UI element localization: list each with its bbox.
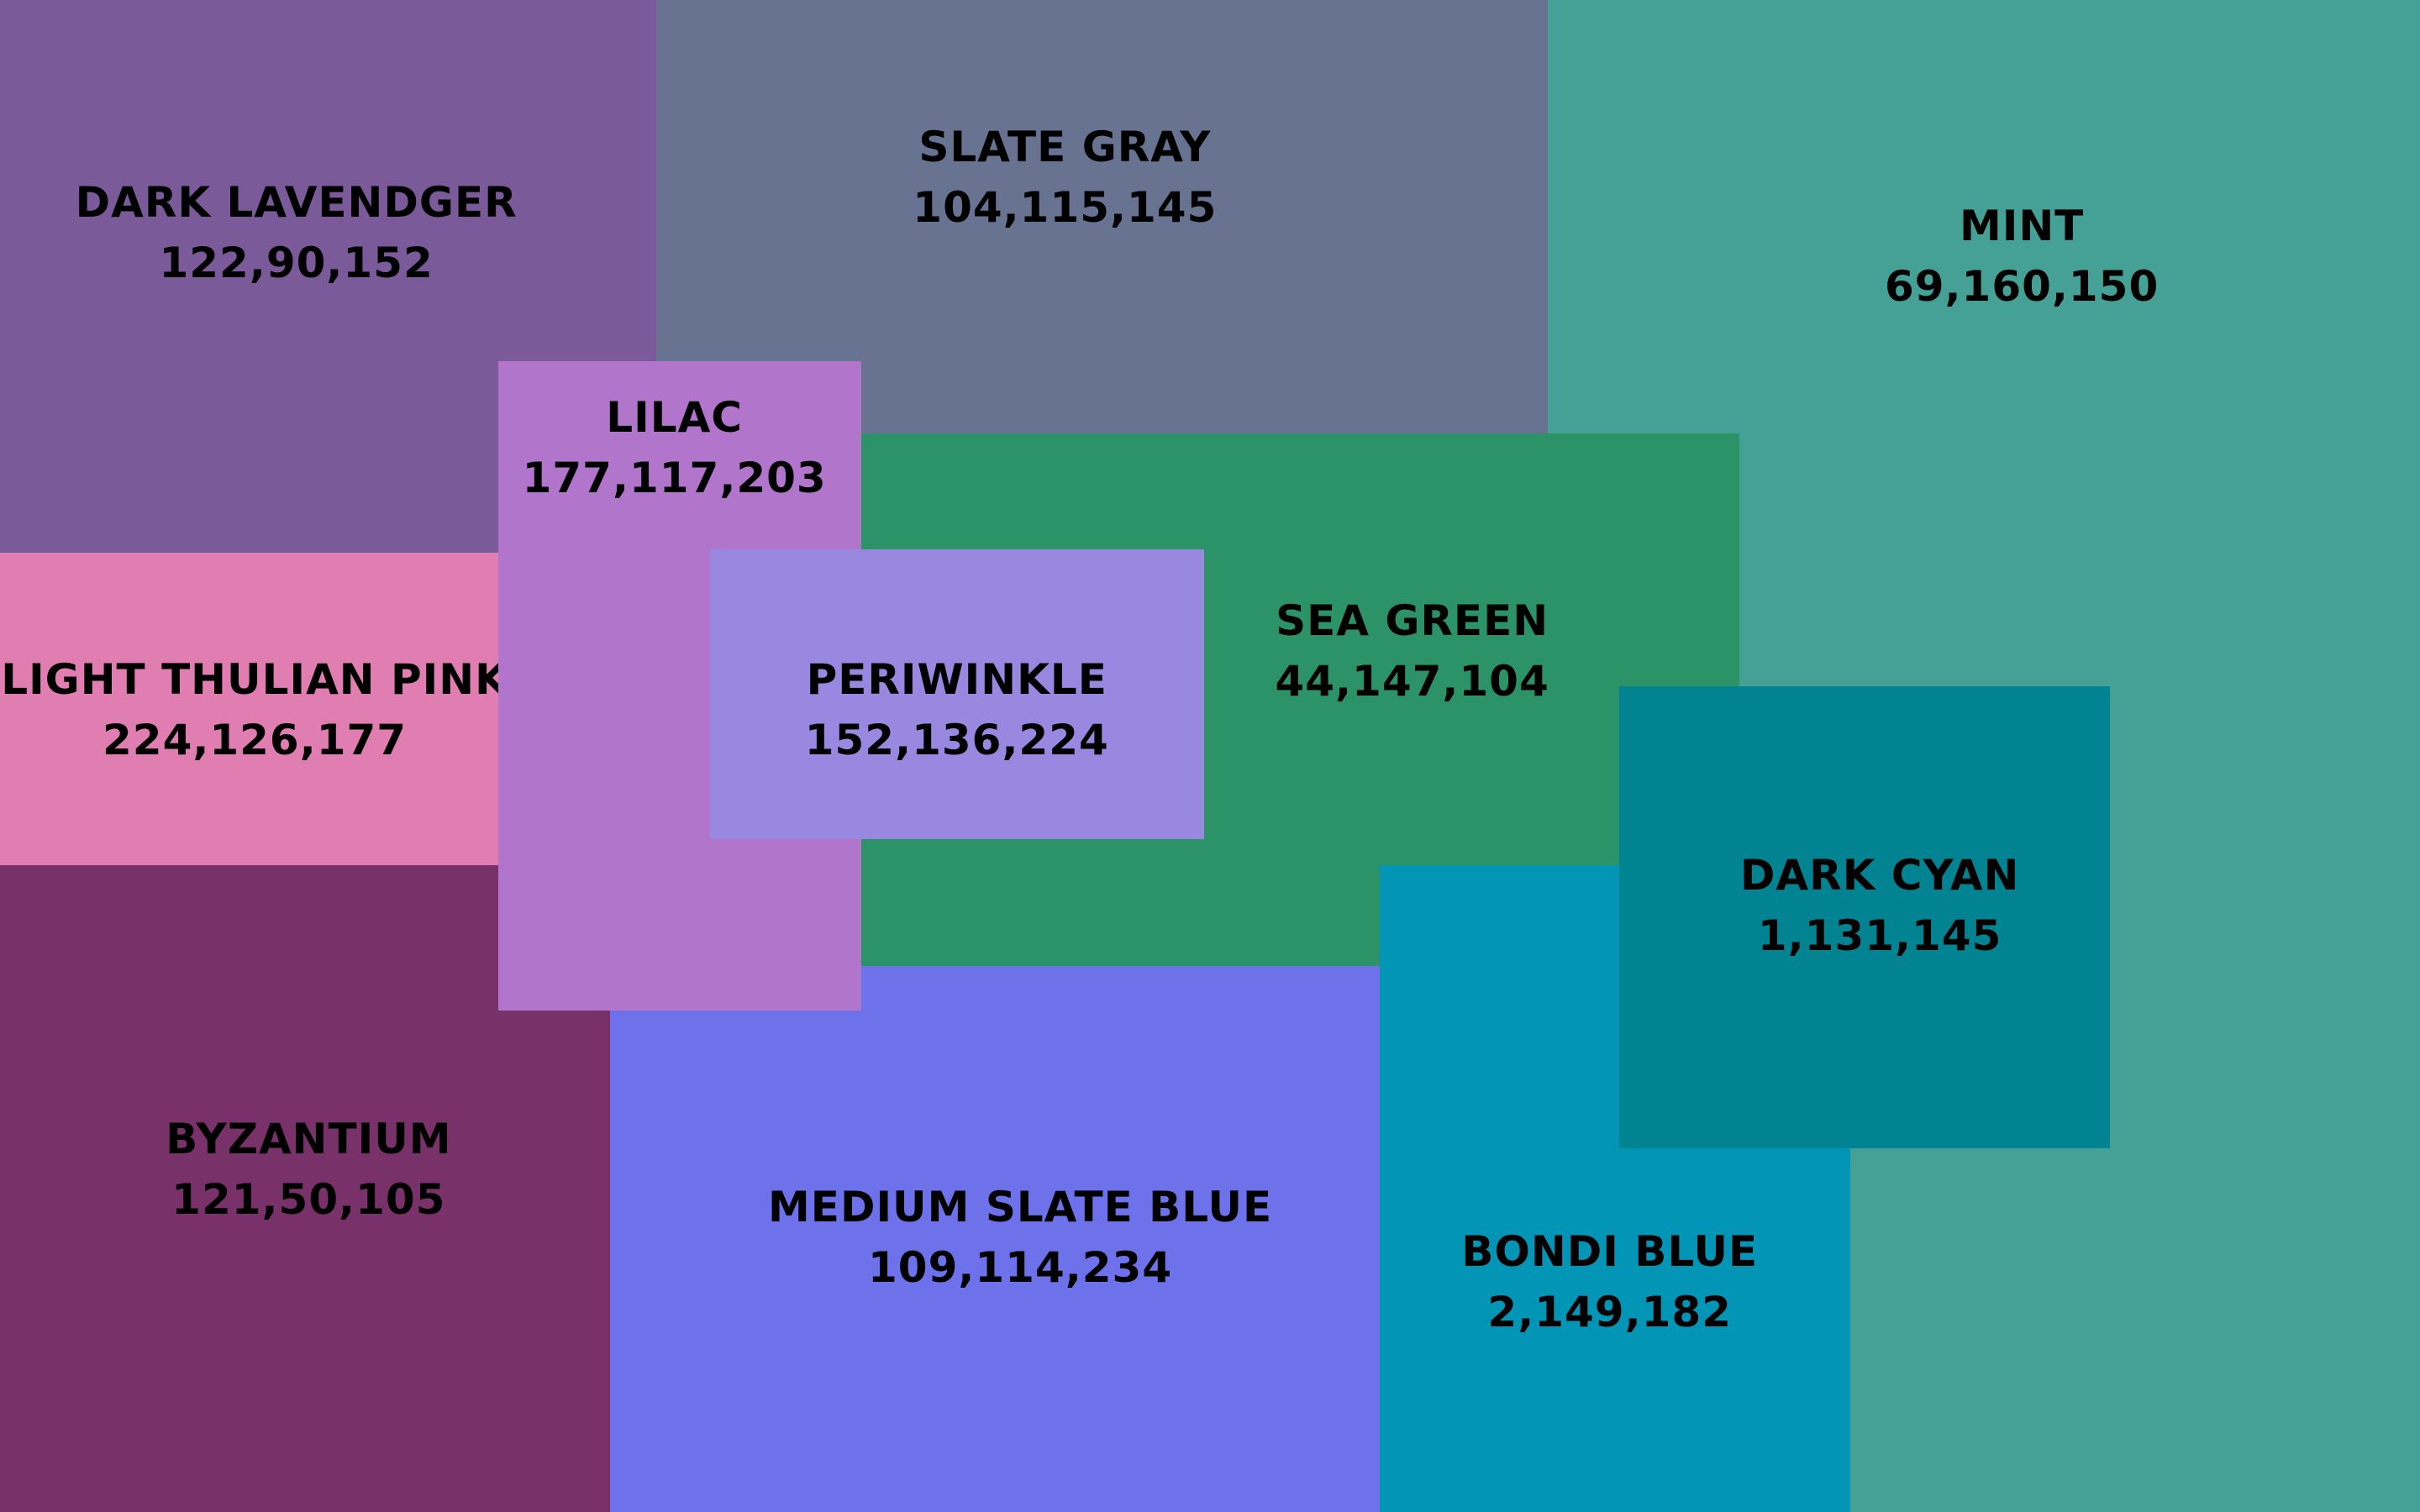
color-block bbox=[0, 552, 499, 866]
color-rgb: 69,160,150 bbox=[1884, 261, 2160, 311]
color-block bbox=[609, 965, 1381, 1512]
color-rgb: 177,117,203 bbox=[522, 453, 827, 502]
color-name: MINT bbox=[1959, 201, 2085, 250]
color-label: LIGHT THULIAN PINK 224,126,177 bbox=[1, 649, 508, 770]
color-rgb: 1,131,145 bbox=[1757, 911, 2002, 961]
color-rgb: 109,114,234 bbox=[868, 1243, 1173, 1293]
color-rgb: 121,50,105 bbox=[171, 1175, 446, 1225]
color-name: LIGHT THULIAN PINK bbox=[1, 654, 508, 704]
color-label: DARK LAVENDGER 122,90,152 bbox=[76, 172, 518, 293]
color-label: LILAC 177,117,203 bbox=[523, 387, 827, 508]
color-label: MEDIUM SLATE BLUE 109,114,234 bbox=[768, 1177, 1272, 1298]
color-name: PERIWINKLE bbox=[806, 654, 1107, 704]
color-label: BYZANTIUM 121,50,105 bbox=[166, 1109, 451, 1230]
color-rgb: 224,126,177 bbox=[102, 715, 408, 764]
color-label: SEA GREEN 44,147,104 bbox=[1275, 591, 1549, 711]
color-label: DARK CYAN 1,131,145 bbox=[1740, 845, 2020, 966]
color-name: MEDIUM SLATE BLUE bbox=[768, 1183, 1273, 1232]
color-name: BONDI BLUE bbox=[1461, 1227, 1759, 1277]
color-label: SLATE GRAY 104,115,145 bbox=[913, 117, 1217, 238]
color-name: DARK CYAN bbox=[1739, 851, 2020, 900]
color-label: PERIWINKLE 152,136,224 bbox=[805, 649, 1109, 770]
color-label: BONDI BLUE 2,149,182 bbox=[1461, 1221, 1758, 1342]
color-block bbox=[709, 549, 1204, 840]
color-rgb: 104,115,145 bbox=[913, 183, 1218, 233]
color-rgb: 122,90,152 bbox=[159, 239, 434, 288]
color-block bbox=[1618, 686, 2110, 1148]
color-label: MINT 69,160,150 bbox=[1885, 196, 2159, 317]
color-rgb: 44,147,104 bbox=[1275, 657, 1549, 706]
color-name: SLATE GRAY bbox=[918, 123, 1212, 172]
color-rgb: 152,136,224 bbox=[804, 715, 1109, 764]
color-rgb: 2,149,182 bbox=[1487, 1288, 1732, 1337]
color-name: LILAC bbox=[606, 392, 743, 442]
color-name: SEA GREEN bbox=[1276, 596, 1549, 646]
color-name: DARK LAVENDGER bbox=[75, 178, 518, 228]
color-name: BYZANTIUM bbox=[166, 1115, 452, 1164]
